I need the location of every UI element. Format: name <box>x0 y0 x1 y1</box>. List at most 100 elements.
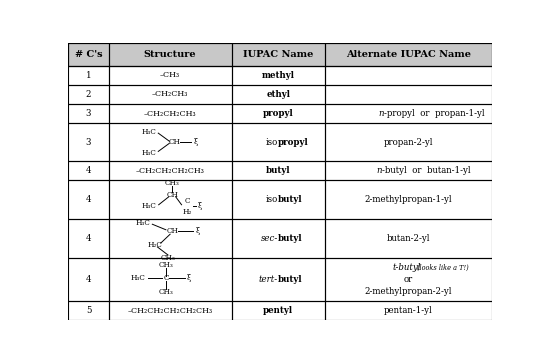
Text: tert-: tert- <box>259 275 278 284</box>
Bar <box>325 43 492 66</box>
Text: butyl: butyl <box>278 275 302 284</box>
Text: sec-: sec- <box>260 234 278 243</box>
Text: iso: iso <box>266 138 278 147</box>
Text: pentan-1-yl: pentan-1-yl <box>384 306 433 315</box>
Bar <box>231 66 325 85</box>
Text: ethyl: ethyl <box>266 90 290 99</box>
Text: C: C <box>163 274 168 282</box>
Bar <box>231 301 325 320</box>
Text: butan-2-yl: butan-2-yl <box>387 234 430 243</box>
Text: 4: 4 <box>86 234 91 243</box>
Text: butyl: butyl <box>278 195 303 204</box>
Text: 2-methylpropan-2-yl: 2-methylpropan-2-yl <box>365 287 452 296</box>
Bar <box>231 104 325 123</box>
Text: –CH₂CH₃: –CH₂CH₃ <box>152 90 188 99</box>
Text: CH: CH <box>166 190 178 198</box>
Bar <box>109 301 231 320</box>
Bar <box>325 66 492 85</box>
Text: 2-methylpropan-1-yl: 2-methylpropan-1-yl <box>365 195 452 204</box>
Text: butyl: butyl <box>278 234 302 243</box>
Text: Alternate IUPAC Name: Alternate IUPAC Name <box>346 50 471 59</box>
Text: –CH₂CH₂CH₂CH₃: –CH₂CH₂CH₂CH₃ <box>136 167 205 175</box>
Bar <box>231 258 325 301</box>
Text: –CH₃: –CH₃ <box>160 71 180 79</box>
Text: (looks like a T!): (looks like a T!) <box>417 264 468 272</box>
Bar <box>231 180 325 219</box>
Text: ξ: ξ <box>195 228 200 235</box>
Text: 3: 3 <box>86 109 91 118</box>
Bar <box>109 219 231 258</box>
Bar <box>68 43 109 66</box>
Bar <box>325 161 492 180</box>
Text: CH₃: CH₃ <box>159 261 173 269</box>
Text: 4: 4 <box>86 166 91 175</box>
Text: ξ: ξ <box>187 274 191 282</box>
Text: 5: 5 <box>86 306 91 315</box>
Bar <box>109 258 231 301</box>
Text: –CH₂CH₂CH₂CH₂CH₃: –CH₂CH₂CH₂CH₂CH₃ <box>127 307 213 315</box>
Text: # C's: # C's <box>75 50 102 59</box>
Bar <box>325 180 492 219</box>
Text: CH₃: CH₃ <box>161 254 176 262</box>
Bar <box>231 85 325 104</box>
Bar <box>231 161 325 180</box>
Text: H₂: H₂ <box>182 208 192 216</box>
Text: ξ: ξ <box>194 138 197 146</box>
Bar <box>325 123 492 161</box>
Text: 3: 3 <box>86 138 91 147</box>
Bar <box>68 43 492 66</box>
Bar <box>68 180 109 219</box>
Text: IUPAC Name: IUPAC Name <box>243 50 313 59</box>
Text: propyl: propyl <box>263 109 294 118</box>
Bar <box>325 301 492 320</box>
Text: CH: CH <box>168 138 181 146</box>
Text: H₃C: H₃C <box>131 274 146 282</box>
Text: pentyl: pentyl <box>263 306 293 315</box>
Bar <box>68 66 109 85</box>
Bar <box>68 258 109 301</box>
Text: or: or <box>404 275 413 284</box>
Text: methyl: methyl <box>261 71 295 80</box>
Text: H₃C: H₃C <box>142 202 156 211</box>
Text: n: n <box>379 109 384 118</box>
Bar <box>231 43 325 66</box>
Text: 2: 2 <box>86 90 91 99</box>
Text: 1: 1 <box>86 71 91 80</box>
Bar <box>68 104 109 123</box>
Bar <box>68 123 109 161</box>
Text: CH₃: CH₃ <box>159 288 173 296</box>
Text: iso: iso <box>266 195 278 204</box>
Text: 4: 4 <box>86 275 91 284</box>
Bar <box>109 85 231 104</box>
Text: H₃C: H₃C <box>142 149 156 157</box>
Bar <box>325 219 492 258</box>
Text: –CH₂CH₂CH₃: –CH₂CH₂CH₃ <box>144 110 196 118</box>
Bar <box>109 180 231 219</box>
Bar <box>68 85 109 104</box>
Text: 4: 4 <box>86 195 91 204</box>
Bar <box>68 219 109 258</box>
Bar <box>231 123 325 161</box>
Bar <box>109 161 231 180</box>
Text: C: C <box>184 197 190 205</box>
Text: butyl: butyl <box>266 166 290 175</box>
Text: propan-2-yl: propan-2-yl <box>384 138 433 147</box>
Text: n: n <box>376 166 382 175</box>
Bar <box>109 104 231 123</box>
Bar <box>109 123 231 161</box>
Bar <box>68 161 109 180</box>
Bar <box>109 66 231 85</box>
Bar <box>325 258 492 301</box>
Text: H₃C: H₃C <box>142 128 156 136</box>
Bar <box>109 43 231 66</box>
Text: CH: CH <box>166 228 178 235</box>
Text: H₂C: H₂C <box>148 241 162 249</box>
Text: -propyl  or  propan-1-yl: -propyl or propan-1-yl <box>384 109 485 118</box>
Bar <box>325 85 492 104</box>
Bar <box>325 104 492 123</box>
Bar <box>68 301 109 320</box>
Text: propyl: propyl <box>278 138 309 147</box>
Text: ξ: ξ <box>197 202 202 211</box>
Text: CH₃: CH₃ <box>165 179 179 188</box>
Text: t-butyl: t-butyl <box>392 263 421 272</box>
